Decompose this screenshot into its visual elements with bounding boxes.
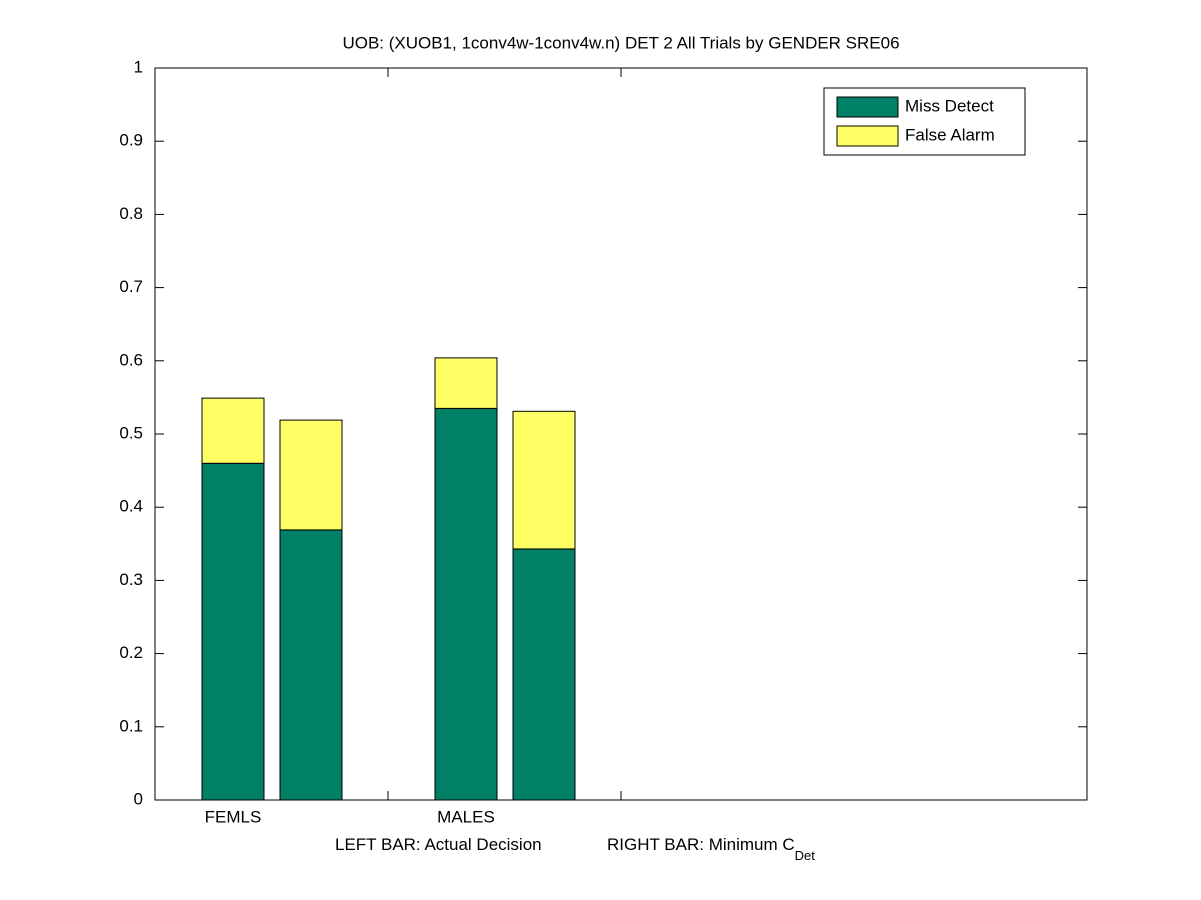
x-label-right: RIGHT BAR: Minimum C — [607, 835, 795, 854]
y-tick-label: 1 — [134, 57, 143, 76]
bar-segment — [512, 410, 576, 550]
bar-segment — [434, 407, 498, 801]
y-tick-label: 0.3 — [119, 570, 143, 589]
legend-swatch — [836, 96, 899, 118]
y-tick-label: 0.7 — [119, 277, 143, 296]
x-tick-label: FEMLS — [205, 807, 262, 826]
bar-segment — [434, 357, 498, 409]
bar-segment — [279, 529, 343, 801]
y-tick-label: 0.8 — [119, 204, 143, 223]
x-tick-label: MALES — [437, 807, 495, 826]
x-label-subscript: Det — [795, 848, 816, 863]
bar-segment — [201, 462, 265, 801]
x-axis-label: LEFT BAR: Actual Decision RIGHT BAR: Mini… — [335, 835, 815, 863]
y-tick-label: 0.4 — [119, 497, 143, 516]
legend-label: Miss Detect — [905, 96, 994, 115]
legend-label: False Alarm — [905, 125, 995, 144]
bar-segment — [512, 548, 576, 801]
y-tick-label: 0.2 — [119, 643, 143, 662]
chart-title: UOB: (XUOB1, 1conv4w-1conv4w.n) DET 2 Al… — [342, 33, 899, 52]
plot-area — [201, 357, 576, 801]
y-tick-label: 0.5 — [119, 423, 143, 442]
y-tick-label: 0.1 — [119, 716, 143, 735]
y-tick-label: 0.9 — [119, 131, 143, 150]
y-tick-label: 0 — [134, 789, 143, 808]
bar-segment — [201, 397, 265, 464]
bar-segment — [279, 419, 343, 531]
x-label-left: LEFT BAR: Actual Decision — [335, 835, 542, 854]
y-tick-label: 0.6 — [119, 350, 143, 369]
legend-swatch — [836, 125, 899, 147]
